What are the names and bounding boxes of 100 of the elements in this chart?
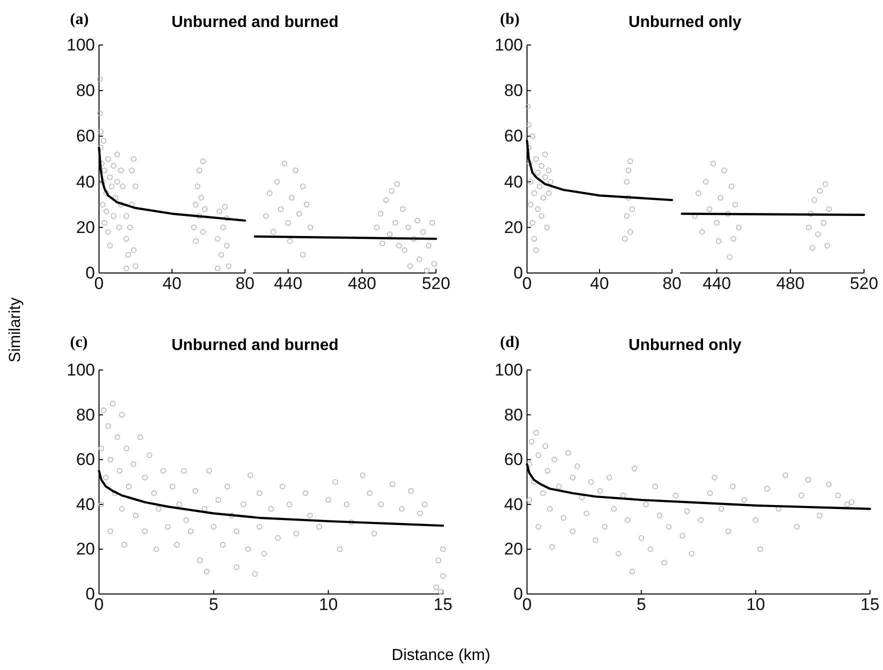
point [531,236,538,242]
y-tick-label: 80 [504,81,523,100]
point [528,179,534,185]
point [196,168,202,174]
point [214,266,220,272]
text: (a) [70,11,89,28]
point [732,202,738,208]
point [130,247,136,253]
point [730,236,736,242]
x-tick-label: 440 [274,274,302,294]
point [548,179,554,185]
point [198,194,204,201]
point [214,236,220,242]
point [426,242,432,248]
x-tick-label: 440 [702,274,731,294]
point [530,220,536,226]
point [114,152,120,158]
x-tick-label: 520 [850,274,878,294]
point [824,242,830,248]
point [716,238,722,244]
point [224,215,230,222]
point [97,76,103,82]
y-tick-label: 40 [76,172,95,192]
point [721,168,727,174]
point [289,194,295,201]
point [420,229,426,235]
point [285,220,291,226]
point [200,158,206,164]
point [105,229,111,235]
y-tick-label: 20 [504,540,523,559]
point [105,156,111,162]
point [533,247,539,253]
point [110,163,116,169]
point [380,240,386,246]
x-tick-label: 80 [236,274,254,294]
point [108,184,115,190]
point [118,202,124,208]
point [533,156,539,162]
x-tick-label: 480 [776,274,805,294]
point [220,224,226,230]
point [104,190,110,196]
point [124,213,130,219]
point [820,220,826,226]
point [192,202,199,208]
point [525,104,531,110]
point [526,122,532,128]
point [535,170,541,176]
point [536,184,542,190]
point [304,202,310,208]
x-tick-label: 15 [434,595,452,614]
y-tick-label: 20 [76,218,95,237]
point [628,229,634,235]
point [110,213,116,219]
point [626,194,632,201]
y-tick-label: 100 [494,360,523,380]
point [431,261,437,267]
point [104,208,110,214]
point [191,224,197,230]
point [806,224,812,230]
point [416,256,422,262]
point [542,152,548,158]
y-tick-label: 80 [76,81,95,100]
chart-title: Unburned only [628,337,742,354]
point [405,224,412,230]
x-axis-title: Distance (km) [392,647,490,664]
point [200,229,206,235]
y-tick-label: 40 [76,494,95,514]
chart-title: Unburned only [628,14,742,31]
point [263,213,269,219]
point [817,188,823,194]
point [702,179,709,185]
point [392,220,398,226]
point [374,224,380,230]
point [699,229,705,235]
point [292,168,298,174]
point [526,144,532,150]
x-tick-label: 480 [348,274,376,294]
point [130,156,136,162]
point [278,206,284,212]
point [100,138,106,144]
point [696,190,702,196]
y-tick-label: 100 [66,360,95,380]
point [628,158,634,164]
text: (c) [70,334,88,351]
y-tick-label: 20 [504,218,523,237]
y-tick-label: 40 [504,172,523,192]
point [808,210,814,217]
y-axis-title: Similarity [7,298,24,362]
point [118,168,124,174]
point [216,208,222,214]
point [706,206,712,212]
point [98,128,104,134]
text: (d) [500,334,520,351]
point [383,197,389,203]
point [726,254,732,260]
point [300,184,306,190]
point [728,184,734,190]
point [624,179,630,185]
point [626,168,632,174]
chart-title: Unburned and burned [171,337,339,354]
